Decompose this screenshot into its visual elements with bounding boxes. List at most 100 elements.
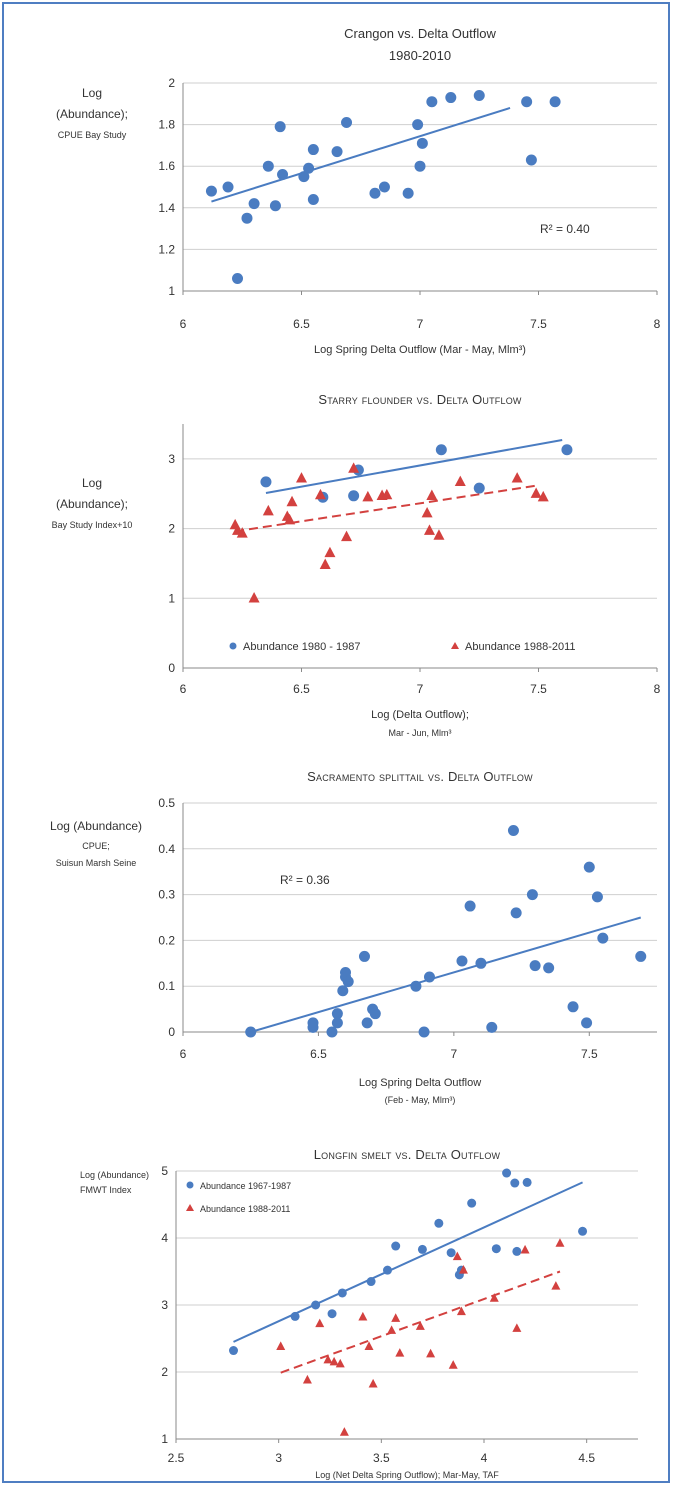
x-tick-label: 4 [481, 1451, 488, 1465]
x-axis-label: Log Spring Delta Outflow (Mar - May, Mlm… [314, 344, 526, 356]
data-point [511, 472, 523, 483]
x-tick-label: 6 [180, 1047, 187, 1061]
data-point [512, 1246, 522, 1256]
data-point [337, 985, 349, 997]
data-point [507, 824, 519, 836]
data-point [583, 861, 595, 873]
data-point [307, 193, 319, 205]
data-point [486, 1021, 498, 1033]
x-tick-label: 6 [180, 682, 187, 696]
data-point [591, 891, 603, 903]
y-tick-label: 1 [168, 284, 175, 298]
y-tick-label: 1 [161, 1432, 168, 1446]
y-axis-label: CPUE Bay Study [58, 130, 127, 140]
data-point [520, 1244, 530, 1254]
y-axis-label: FMWT Index [80, 1185, 132, 1195]
data-point [578, 1226, 588, 1236]
data-point [473, 482, 485, 494]
trend-line [265, 439, 563, 495]
x-tick-label: 2.5 [168, 1451, 185, 1465]
data-point [555, 1238, 565, 1247]
data-point [327, 1309, 337, 1319]
data-point [307, 144, 319, 156]
x-tick-label: 7.5 [581, 1047, 598, 1061]
x-tick-label: 3.5 [373, 1451, 390, 1465]
x-tick-label: 6.5 [293, 317, 310, 331]
chart-title: Longfin smelt vs. Delta Outflow [314, 1147, 501, 1162]
data-point [529, 960, 541, 972]
data-point [445, 92, 457, 104]
data-point [561, 444, 573, 456]
r-squared-annotation: R² = 0.36 [280, 873, 330, 887]
data-point [426, 96, 438, 108]
y-axis-label: Suisun Marsh Seine [56, 858, 137, 868]
chart-3: Sacramento splittail vs. Delta Outflow 0 0… [50, 769, 657, 1105]
x-tick-label: 6.5 [310, 1047, 327, 1061]
y-tick-label: 0 [168, 1025, 175, 1039]
data-point [489, 1293, 499, 1302]
data-point [402, 187, 414, 199]
data-point [452, 1251, 462, 1261]
y-axis-label: Log [82, 86, 102, 100]
y-tick-label: 0.3 [158, 888, 175, 902]
data-point [421, 506, 433, 518]
legend-marker [186, 1204, 194, 1211]
data-point [423, 524, 435, 535]
data-point [342, 976, 354, 988]
x-tick-label: 8 [654, 317, 661, 331]
y-tick-label: 0.2 [158, 933, 175, 947]
data-point [324, 546, 336, 558]
data-point [464, 900, 476, 912]
data-point [335, 1358, 345, 1368]
data-point [315, 1318, 325, 1328]
data-point [262, 504, 274, 516]
data-point [456, 955, 468, 967]
data-point [525, 154, 537, 166]
x-tick-label: 7.5 [530, 682, 547, 696]
y-axis-label: Log (Abundance) [50, 819, 142, 833]
chart-title: Sacramento splittail vs. Delta Outflow [307, 769, 533, 784]
trend-line [233, 1181, 583, 1343]
data-point [260, 476, 272, 488]
x-tick-label: 6.5 [293, 682, 310, 696]
legend-marker [229, 642, 237, 650]
data-point [543, 962, 555, 974]
x-axis-label: Log (Delta Outflow); [371, 709, 469, 721]
data-point [307, 1021, 319, 1033]
data-point [537, 490, 549, 502]
data-point [454, 475, 466, 487]
data-point [323, 1354, 333, 1364]
data-point [319, 558, 331, 570]
data-point [391, 1313, 401, 1322]
x-tick-label: 6 [180, 317, 187, 331]
data-point [364, 1341, 374, 1350]
data-point [274, 121, 286, 133]
data-point [522, 1177, 532, 1187]
legend-marker [186, 1181, 194, 1189]
data-point [339, 1427, 349, 1436]
y-tick-label: 0 [168, 661, 175, 675]
data-point [331, 1008, 343, 1020]
y-tick-label: 3 [161, 1298, 168, 1312]
data-point [433, 529, 445, 540]
legend-marker [451, 642, 459, 649]
data-point [435, 444, 447, 456]
data-point [331, 146, 343, 158]
data-point [446, 1248, 456, 1258]
chart-title: Starry flounder vs. Delta Outflow [318, 392, 521, 407]
y-axis-label: Log (Abundance) [80, 1170, 149, 1180]
legend-label: Abundance 1988-2011 [200, 1204, 290, 1214]
x-axis-label: (Feb - May, Mlm³) [385, 1095, 456, 1105]
y-axis-label: (Abundance); [56, 107, 128, 121]
data-point [378, 181, 390, 193]
chart-2: Starry flounder vs. Delta Outflow 0 1 2 3 6 6.… [52, 392, 661, 738]
data-point [341, 530, 353, 542]
x-tick-label: 7.5 [530, 317, 547, 331]
data-point [326, 1026, 338, 1038]
x-axis-label: Log Spring Delta Outflow [359, 1077, 481, 1089]
x-tick-label: 3 [275, 1451, 282, 1465]
legend-label: Abundance 1988-2011 [465, 641, 576, 653]
data-point [369, 1008, 381, 1020]
data-point [434, 1218, 444, 1228]
